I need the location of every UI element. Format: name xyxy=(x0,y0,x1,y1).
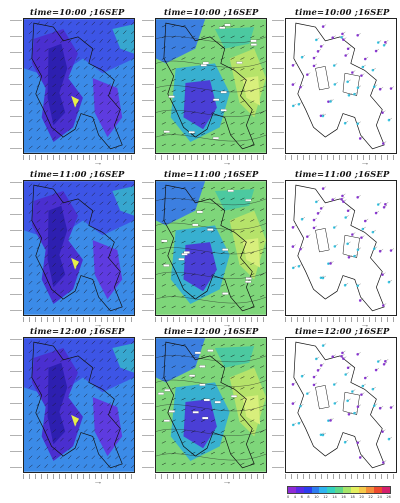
field-a-map-svg xyxy=(24,181,134,315)
row1-col3-vector-reference-arrow: ⟶ xyxy=(362,161,368,166)
field-b-map-svg xyxy=(156,19,266,153)
row1-col3-xaxis xyxy=(285,155,397,160)
field-a-map-svg xyxy=(24,338,134,472)
row1-col2-vector-reference-arrow: ⟶ xyxy=(224,161,230,166)
row2-col3-vector-reference-arrow: ⟶ xyxy=(362,323,368,328)
row1-col2-yaxis xyxy=(142,20,154,150)
color-scale-tick-label: 26 xyxy=(386,495,391,499)
row3-col3-yaxis xyxy=(272,339,284,469)
color-scale-swatch xyxy=(288,487,296,493)
color-scale-tick-label: 18 xyxy=(350,495,355,499)
color-scale-tick-label: 22 xyxy=(368,495,373,499)
row2-col1-vector-reference-arrow: ⟶ xyxy=(95,323,101,328)
field-a-map-svg xyxy=(24,19,134,153)
row3-col2-title: time=12:00 ;16SEP xyxy=(164,326,259,336)
row2-col3-map xyxy=(285,180,397,316)
station-map-svg xyxy=(286,338,396,472)
color-scale-swatch xyxy=(295,487,304,493)
color-scale-tick-label: 16 xyxy=(341,495,346,499)
row1-col1-xaxis xyxy=(23,155,135,160)
row3-col1-xaxis xyxy=(23,474,135,479)
color-scale-tick-label: 0 xyxy=(287,495,290,499)
row2-col2-title: time=11:00 ;16SEP xyxy=(164,169,259,179)
row1-col1-title: time=10:00 ;16SEP xyxy=(30,7,125,17)
row1-col1-map xyxy=(23,18,135,154)
field-b-map-svg xyxy=(156,181,266,315)
row3-col1-title: time=12:00 ;16SEP xyxy=(30,326,125,336)
row1-col3-yaxis xyxy=(272,20,284,150)
station-map-svg xyxy=(286,19,396,153)
color-scale-bar xyxy=(287,486,391,494)
field-b-map-svg xyxy=(156,338,266,472)
row2-col1-yaxis xyxy=(10,182,22,312)
row2-col3-title: time=11:00 ;16SEP xyxy=(295,169,390,179)
color-scale-tick-label: 10 xyxy=(314,495,319,499)
row1-col2-map xyxy=(155,18,267,154)
color-scale-swatch xyxy=(382,487,390,493)
color-scale-swatch xyxy=(303,487,312,493)
station-map-svg xyxy=(286,181,396,315)
row1-col1-yaxis xyxy=(10,20,22,150)
color-scale-swatch xyxy=(358,487,367,493)
row2-col1-xaxis xyxy=(23,317,135,322)
row1-col2-xaxis xyxy=(155,155,267,160)
color-scale-ticks: 0 4 6 8 10 12 14 16 18 20 22 24 26 xyxy=(287,495,391,501)
row1-col3-map xyxy=(285,18,397,154)
row3-col3-title: time=12:00 ;16SEP xyxy=(295,326,390,336)
color-scale-swatch xyxy=(311,487,320,493)
row3-col2-vector-reference-arrow: ⟶ xyxy=(224,480,230,485)
row3-col2-xaxis xyxy=(155,474,267,479)
color-scale-swatch xyxy=(319,487,328,493)
row3-col1-map xyxy=(23,337,135,473)
color-scale-tick-label: 20 xyxy=(359,495,364,499)
color-scale-tick-label: 14 xyxy=(332,495,337,499)
row3-col1-vector-reference-arrow: ⟶ xyxy=(95,480,101,485)
row3-col3-xaxis xyxy=(285,474,397,479)
row1-col1-vector-reference-arrow: ⟶ xyxy=(95,161,101,166)
row2-col2-vector-reference-arrow: ⟶ xyxy=(224,323,230,328)
row2-col2-yaxis xyxy=(142,182,154,312)
color-scale-swatch xyxy=(374,487,383,493)
color-scale-swatch xyxy=(350,487,359,493)
row2-col3-yaxis xyxy=(272,182,284,312)
row3-col3-map xyxy=(285,337,397,473)
row2-col1-title: time=11:00 ;16SEP xyxy=(30,169,125,179)
row2-col3-xaxis xyxy=(285,317,397,322)
color-scale-swatch xyxy=(335,487,343,493)
row1-col2-title: time=10:00 ;16SEP xyxy=(164,7,259,17)
row2-col2-map xyxy=(155,180,267,316)
color-scale-tick-label: 4 xyxy=(293,495,297,499)
row3-col2-yaxis xyxy=(142,339,154,469)
color-scale-tick-label: 8 xyxy=(307,495,310,499)
color-scale-tick-label: 24 xyxy=(377,495,382,499)
row1-col3-title: time=10:00 ;16SEP xyxy=(295,7,390,17)
color-scale-swatch xyxy=(327,487,336,493)
row2-col1-map xyxy=(23,180,135,316)
color-scale-tick-label: 12 xyxy=(323,495,328,499)
row2-col2-xaxis xyxy=(155,317,267,322)
color-scale-swatch xyxy=(366,487,375,493)
row3-col2-map xyxy=(155,337,267,473)
color-scale-tick-label: 6 xyxy=(300,495,303,499)
color-scale-swatch xyxy=(342,487,351,493)
row3-col1-yaxis xyxy=(10,339,22,469)
